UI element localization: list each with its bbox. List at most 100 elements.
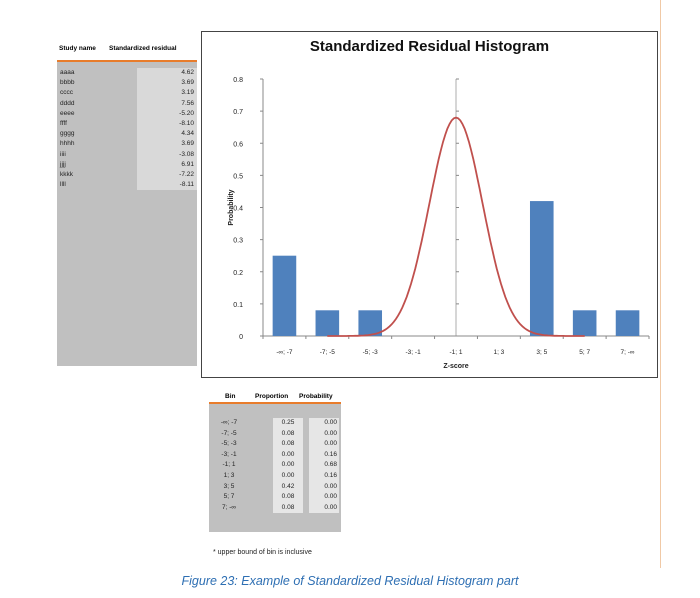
y-tick-label: 0.1: [233, 302, 243, 309]
study-name: llll: [60, 181, 66, 189]
table-row: 1; 3 0.00 0.16: [209, 470, 341, 482]
y-tick-label: 0.6: [233, 141, 243, 148]
proportion-value: 0.25: [273, 418, 303, 429]
proportion-value: 0.08: [273, 492, 303, 503]
x-tick-label: 7; -∞: [621, 349, 635, 356]
probability-value: 0.16: [309, 449, 339, 461]
x-tick-label: -7; -5: [320, 349, 336, 356]
probability-header: Probability: [299, 393, 333, 400]
probability-value: 0.00: [309, 481, 339, 493]
residual-value: 3.19: [137, 88, 197, 99]
table-row: ffff -8.10: [57, 118, 197, 130]
table-row: hhhh 3.69: [57, 139, 197, 150]
study-name: gggg: [60, 130, 75, 138]
study-name: aaaa: [60, 69, 75, 76]
probability-value: 0.00: [309, 439, 339, 450]
proportion-value: 0.00: [273, 470, 303, 482]
table-row: -3; -1 0.00 0.16: [209, 449, 341, 461]
proportion-value: 0.08: [273, 428, 303, 440]
table-row: -5; -3 0.08 0.00: [209, 439, 341, 450]
table-row: -7; -5 0.08 0.00: [209, 428, 341, 440]
chart-title: Standardized Residual Histogram: [309, 38, 550, 55]
study-name: kkkk: [60, 170, 73, 178]
bin-label: -7; -5: [221, 429, 237, 437]
probability-value: 0.00: [309, 492, 339, 503]
residual-value: -8.10: [137, 118, 197, 130]
page-margin-line: [660, 0, 661, 568]
residual-value: 4.34: [137, 129, 197, 140]
x-tick-label: 1; 3: [493, 349, 504, 356]
residual-value: 4.62: [137, 68, 197, 79]
bin-label: 7; -∞: [221, 503, 237, 511]
study-name-header: Study name: [59, 44, 96, 52]
table-row: cccc 3.19: [57, 88, 197, 99]
y-tick-label: 0.4: [233, 206, 243, 213]
study-name: dddd: [60, 99, 75, 107]
y-tick-label: 0.5: [233, 173, 243, 180]
x-tick-label: -3; -1: [406, 349, 422, 356]
residual-value: -8.11: [137, 180, 197, 191]
bin-label: -5; -3: [221, 440, 237, 448]
y-tick-label: 0.3: [233, 238, 243, 245]
x-tick-label: -5; -3: [363, 349, 379, 356]
study-name: ffff: [60, 119, 67, 127]
probability-value: 0.16: [309, 470, 339, 482]
study-name: bbbb: [60, 79, 75, 87]
table-row: -∞; -7 0.25 0.00: [209, 418, 341, 429]
table-row: eeee -5.20: [57, 108, 197, 119]
probability-curve: [327, 116, 585, 337]
table-row: llll -8.11: [57, 180, 197, 191]
bin-table-header: Bin Proportion Probability: [209, 390, 341, 404]
table-row: 5; 7 0.08 0.00: [209, 492, 341, 503]
histogram-bar: [615, 310, 640, 336]
study-name: jjjj: [60, 160, 66, 168]
proportion-value: 0.00: [273, 460, 303, 471]
bin-label: 1; 3: [223, 471, 235, 479]
probability-value: 0.68: [309, 460, 339, 471]
y-tick-label: 0.8: [233, 77, 243, 84]
footnote: * upper bound of bin is inclusive: [213, 549, 312, 556]
proportion-value: 0.00: [273, 449, 303, 461]
table-row: 3; 5 0.42 0.00: [209, 481, 341, 493]
x-tick-label: 5; 7: [579, 349, 590, 356]
table-row: dddd 7.56: [57, 98, 197, 109]
residual-value: 3.69: [137, 78, 197, 89]
study-name: hhhh: [60, 140, 75, 148]
table-row: bbbb 3.69: [57, 78, 197, 89]
table-row: iiii -3.08: [57, 149, 197, 160]
study-name: cccc: [60, 89, 73, 97]
table-row: 7; -∞ 0.08 0.00: [209, 502, 341, 514]
table-row: jjjj 6.91: [57, 159, 197, 170]
histogram-bar: [272, 255, 297, 336]
bin-label: -1; 1: [222, 461, 236, 469]
bin-label: 5; 7: [223, 493, 235, 501]
standardized-residual-header: Standardized residual: [109, 44, 177, 52]
x-tick-label: 3; 5: [536, 349, 547, 356]
table-row: kkkk -7.22: [57, 169, 197, 181]
residual-table-header: Study name Standardized residual: [57, 36, 197, 62]
proportion-value: 0.08: [273, 439, 303, 450]
table-row: -1; 1 0.00 0.68: [209, 460, 341, 471]
bin-label: 3; 5: [223, 482, 235, 490]
residual-value: -3.08: [137, 149, 197, 160]
table-row: aaaa 4.62: [57, 68, 197, 79]
x-tick-label: -∞; -7: [276, 349, 293, 356]
y-tick-label: 0: [239, 334, 243, 341]
bin-table-rows: -∞; -7 0.25 0.00 -7; -5 0.08 0.00 -5; -3 0…: [209, 418, 341, 514]
histogram-chart: 0 0.1 0.2 0.3 0.4 0.5 0.6 0.7 0.8 -∞; -7 -7; -5 -5;…: [228, 77, 650, 370]
histogram-bar: [572, 310, 597, 336]
proportion-value: 0.08: [273, 502, 303, 514]
x-axis-title: Z-score: [443, 363, 468, 370]
probability-value: 0.00: [309, 502, 339, 514]
residual-value: -7.22: [137, 169, 197, 181]
bin-header: Bin: [225, 393, 236, 400]
proportion-header: Proportion: [255, 393, 289, 400]
bin-label: -∞; -7: [220, 419, 238, 426]
residual-value: 3.69: [137, 139, 197, 150]
bin-label: -3; -1: [221, 450, 237, 458]
residual-value: 7.56: [137, 98, 197, 109]
residual-value: 6.91: [137, 159, 197, 170]
y-axis-title: Probability: [228, 189, 235, 225]
y-tick-label: 0.7: [233, 109, 243, 116]
residual-value: -5.20: [137, 108, 197, 119]
